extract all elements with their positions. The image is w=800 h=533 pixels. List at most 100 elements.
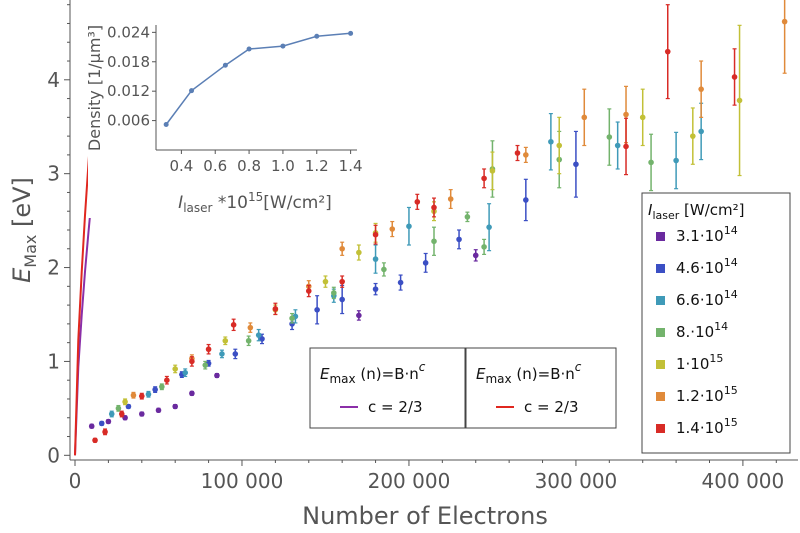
data-point — [673, 157, 679, 164]
data-point — [289, 315, 295, 322]
inset-point — [189, 88, 195, 94]
data-point — [381, 266, 387, 273]
fit-legends: Emax (n)=B·nc c = 2/3 Emax (n)=B·nc c = 2/3 — [309, 347, 617, 429]
data-point — [372, 231, 379, 238]
data-point — [115, 405, 122, 412]
inset-point — [314, 33, 320, 39]
inset-x-tick-label: 0.6 — [203, 157, 227, 175]
fit-legend-title: Emax (n)=B·nc — [476, 360, 582, 386]
data-point — [523, 152, 529, 158]
fit-legend-2: Emax (n)=B·nc c = 2/3 — [465, 347, 617, 429]
inset-point — [348, 30, 354, 36]
data-point — [698, 128, 704, 135]
y-axis-label: EMax [eV] — [8, 177, 40, 283]
fit-legend-title: Emax (n)=B·nc — [320, 360, 426, 386]
data-point — [255, 332, 262, 338]
data-point — [472, 252, 479, 259]
data-point — [581, 114, 588, 121]
data-point — [172, 403, 178, 410]
inset-background — [88, 8, 360, 218]
fit-legend-entry: c = 2/3 — [368, 398, 423, 416]
data-point — [145, 391, 152, 398]
x-tick-label: 100 000 — [201, 469, 284, 493]
data-point — [108, 411, 115, 417]
y-tick-label: 4 — [47, 68, 60, 92]
legend-swatch — [656, 360, 665, 369]
legend-swatch — [656, 328, 665, 337]
data-point — [159, 383, 165, 390]
inset-density-plot: 0.4 0.6 0.8 1.0 1.2 1.4 0.006 0.012 0.018 0.024De… — [85, 8, 363, 218]
data-point — [372, 286, 379, 292]
inset-point — [246, 46, 252, 52]
data-point — [623, 143, 629, 150]
data-point — [245, 337, 252, 344]
data-point — [481, 175, 487, 182]
main-axes: 0 100 000 200 000 300 000 400 000 0 1 2 3 4 — [47, 0, 798, 493]
intensity-legend: Ilaser [W/cm²]3.1·1014 4.6·1014 6.6·1014 8.… — [641, 192, 791, 454]
inset-x-tick-label: 1.4 — [339, 157, 363, 175]
data-point — [431, 238, 437, 245]
data-point — [431, 204, 437, 211]
legend-title: Ilaser [W/cm²] — [648, 201, 745, 222]
data-point — [736, 97, 743, 104]
data-point — [481, 244, 487, 250]
data-point — [664, 48, 671, 55]
legend-label: 3.1·1014 — [676, 224, 738, 245]
series-7 — [92, 4, 738, 444]
data-point — [305, 288, 312, 294]
data-point — [372, 256, 379, 262]
x-tick-label: 300 000 — [535, 469, 618, 493]
data-point — [339, 278, 345, 285]
fit-legend-1: Emax (n)=B·nc c = 2/3 — [309, 347, 466, 429]
legend-label: 6.6·1014 — [676, 288, 738, 309]
data-point — [489, 168, 496, 174]
data-point — [230, 322, 237, 328]
data-point — [523, 197, 529, 203]
data-point — [138, 411, 145, 417]
data-point — [331, 290, 337, 296]
x-axis-label: Number of Electrons — [302, 502, 548, 530]
data-point — [222, 337, 229, 344]
series-2 — [98, 130, 579, 427]
data-point — [182, 369, 189, 376]
data-point — [614, 142, 621, 149]
inset-y-tick-label: 0.006 — [107, 112, 150, 130]
data-point — [205, 346, 212, 353]
inset-x-tick-label: 0.8 — [237, 157, 261, 175]
data-point — [690, 133, 696, 139]
data-point — [414, 199, 421, 205]
inset-y-tick-label: 0.024 — [107, 23, 150, 41]
legend-swatch — [656, 296, 665, 305]
data-point — [232, 351, 239, 357]
data-point — [189, 390, 195, 397]
x-tick-label: 400 000 — [702, 469, 785, 493]
data-point — [155, 407, 162, 414]
inset-x-tick-label: 1.2 — [305, 157, 329, 175]
data-point — [202, 362, 209, 368]
legend-swatch — [656, 232, 665, 241]
data-point — [639, 114, 646, 121]
y-tick-label: 1 — [47, 349, 60, 373]
legend-label: 4.6·1014 — [676, 256, 738, 277]
data-point — [98, 420, 105, 427]
data-point — [322, 278, 329, 285]
fit-legend-entry: c = 2/3 — [524, 398, 579, 416]
data-point — [406, 223, 412, 230]
data-point — [247, 324, 254, 331]
data-point — [648, 159, 654, 166]
data-point — [397, 279, 404, 286]
data-point — [389, 226, 396, 232]
inset-point — [280, 43, 286, 49]
data-point — [138, 393, 145, 399]
data-point — [189, 358, 195, 365]
axis-labels: Number of Electrons EMax [eV] — [8, 177, 548, 530]
legend-label: 8.·1014 — [676, 320, 728, 341]
data-point — [623, 111, 629, 118]
data-point — [548, 138, 554, 145]
y-tick-label: 3 — [47, 162, 60, 186]
data-point — [272, 306, 279, 312]
data-point — [122, 398, 128, 405]
data-point — [573, 161, 579, 168]
data-points — [88, 0, 788, 444]
